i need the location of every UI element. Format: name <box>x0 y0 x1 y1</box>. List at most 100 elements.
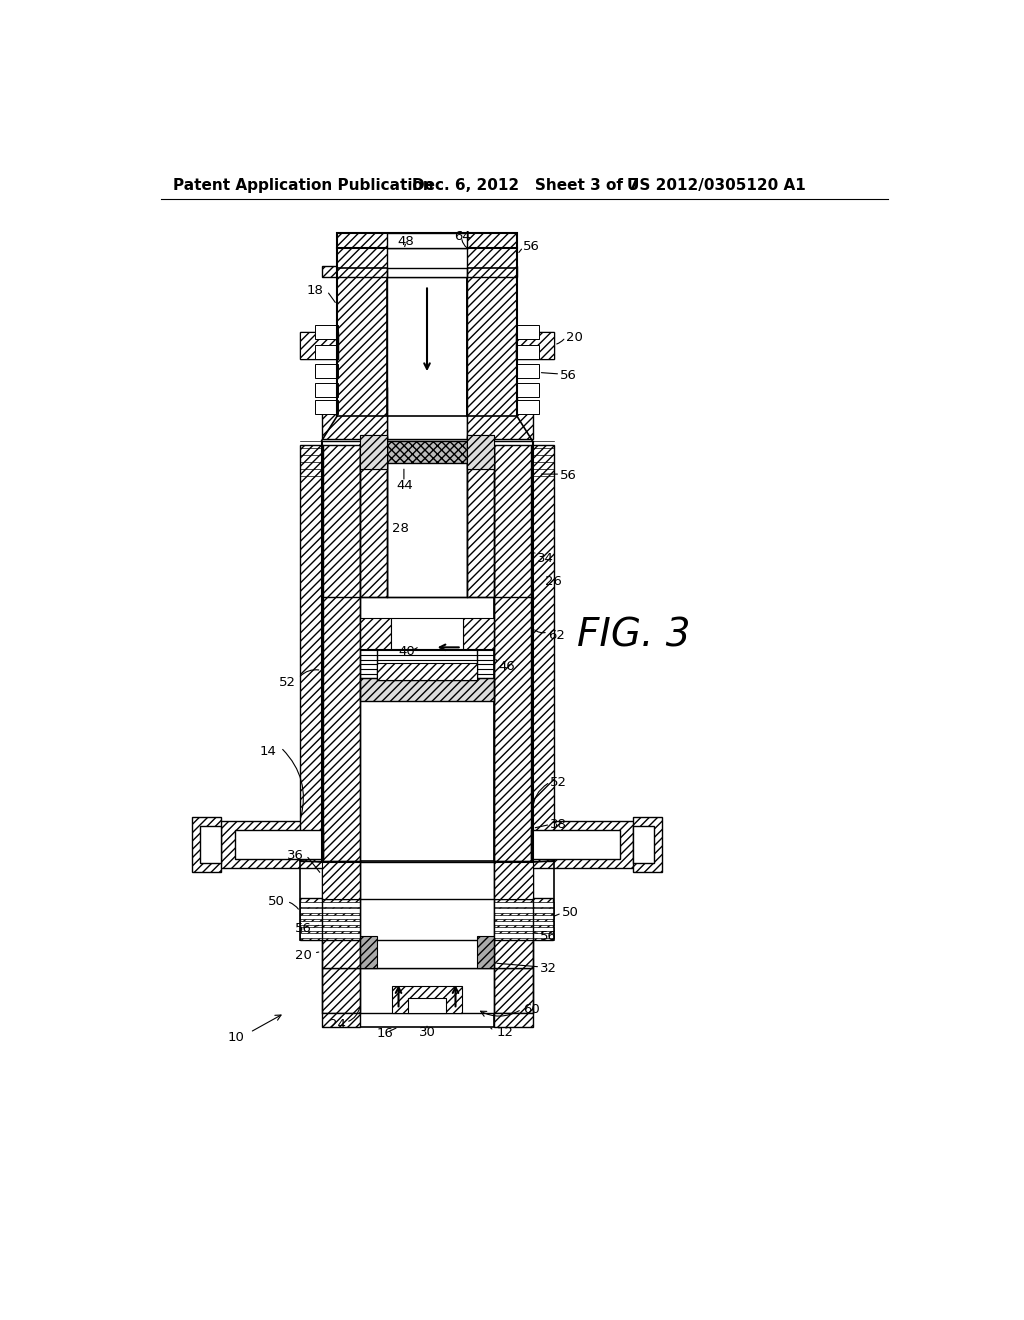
Bar <box>515 400 539 414</box>
Text: 56: 56 <box>523 240 540 253</box>
Bar <box>463 618 494 649</box>
Bar <box>360 445 494 861</box>
Text: 56: 56 <box>541 929 557 942</box>
Bar <box>377 647 477 680</box>
Bar <box>360 678 494 701</box>
Text: 50: 50 <box>562 907 579 920</box>
Bar <box>360 862 494 899</box>
Bar <box>494 862 532 899</box>
Text: 36: 36 <box>287 849 304 862</box>
Text: 56: 56 <box>560 370 578 381</box>
Bar <box>633 826 654 863</box>
Text: 52: 52 <box>550 776 567 788</box>
Bar <box>515 364 539 378</box>
Bar <box>515 345 539 359</box>
Text: 26: 26 <box>545 576 562 589</box>
Text: 18: 18 <box>306 284 323 297</box>
Bar <box>515 331 554 359</box>
Bar <box>494 921 554 925</box>
Text: 28: 28 <box>392 521 410 535</box>
Bar <box>467 434 494 469</box>
Bar <box>322 969 532 1014</box>
Text: FIG. 3: FIG. 3 <box>578 616 690 655</box>
Text: 62: 62 <box>548 630 565 643</box>
Text: 50: 50 <box>267 895 285 908</box>
Text: 64: 64 <box>454 231 471 243</box>
Bar <box>531 830 620 859</box>
Text: 10: 10 <box>227 1031 245 1044</box>
Bar <box>494 915 554 919</box>
Text: 60: 60 <box>523 1003 540 1016</box>
Bar <box>387 234 467 248</box>
Bar <box>300 927 360 932</box>
Bar <box>377 663 477 680</box>
Bar <box>200 826 221 863</box>
Text: Dec. 6, 2012   Sheet 3 of 7: Dec. 6, 2012 Sheet 3 of 7 <box>412 178 639 193</box>
Bar <box>467 455 494 598</box>
Text: 14: 14 <box>260 744 276 758</box>
Bar <box>322 267 517 277</box>
Bar <box>408 998 446 1014</box>
Text: Patent Application Publication: Patent Application Publication <box>173 178 433 193</box>
Bar <box>337 387 387 411</box>
Text: 32: 32 <box>541 962 557 975</box>
Bar <box>360 1014 494 1027</box>
Bar <box>391 618 463 649</box>
Bar <box>494 903 554 907</box>
Bar <box>300 903 360 907</box>
Bar <box>494 908 554 913</box>
Bar <box>467 409 532 440</box>
Bar <box>467 267 517 416</box>
Bar <box>387 248 467 268</box>
Bar <box>315 364 339 378</box>
Bar <box>300 921 360 925</box>
Text: 52: 52 <box>280 676 296 689</box>
Bar <box>300 898 553 940</box>
Bar <box>322 445 360 861</box>
Text: 46: 46 <box>499 660 515 673</box>
Bar <box>315 326 339 339</box>
Bar <box>387 267 467 416</box>
Bar <box>300 933 360 937</box>
Bar <box>322 862 360 899</box>
Text: 48: 48 <box>398 235 415 248</box>
Bar <box>315 345 339 359</box>
Bar <box>392 986 462 1014</box>
Text: 16: 16 <box>376 1027 393 1040</box>
Bar <box>494 445 532 861</box>
Text: 34: 34 <box>538 552 554 565</box>
Bar <box>322 936 532 969</box>
Text: 38: 38 <box>550 818 567 832</box>
Bar <box>360 434 387 469</box>
Text: 40: 40 <box>398 644 416 657</box>
Bar <box>494 1014 532 1027</box>
Text: 56: 56 <box>560 469 578 482</box>
Text: 44: 44 <box>396 479 413 492</box>
Bar <box>387 267 467 277</box>
Bar <box>531 445 554 861</box>
Bar <box>515 326 539 339</box>
Bar <box>531 821 635 869</box>
Bar <box>360 434 387 469</box>
Text: 12: 12 <box>497 1026 513 1039</box>
Bar <box>193 817 221 873</box>
Bar <box>360 455 387 598</box>
Bar <box>515 383 539 397</box>
Bar <box>467 434 494 469</box>
Bar <box>322 862 532 899</box>
Bar <box>360 936 494 969</box>
Bar <box>300 331 339 359</box>
Bar <box>322 1014 360 1027</box>
Bar <box>387 441 467 462</box>
Bar <box>494 933 554 937</box>
Bar <box>360 618 391 649</box>
Text: US 2012/0305120 A1: US 2012/0305120 A1 <box>628 178 806 193</box>
Bar <box>337 248 517 268</box>
Bar <box>300 915 360 919</box>
Bar <box>337 234 517 248</box>
Bar <box>337 267 387 416</box>
Text: 20: 20 <box>295 949 311 962</box>
Text: 56: 56 <box>295 921 311 935</box>
Bar <box>300 908 360 913</box>
Bar <box>494 927 554 932</box>
